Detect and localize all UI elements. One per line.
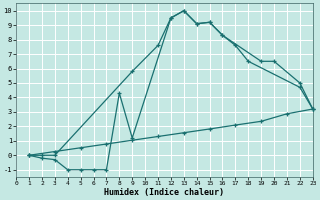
X-axis label: Humidex (Indice chaleur): Humidex (Indice chaleur) xyxy=(104,188,224,197)
